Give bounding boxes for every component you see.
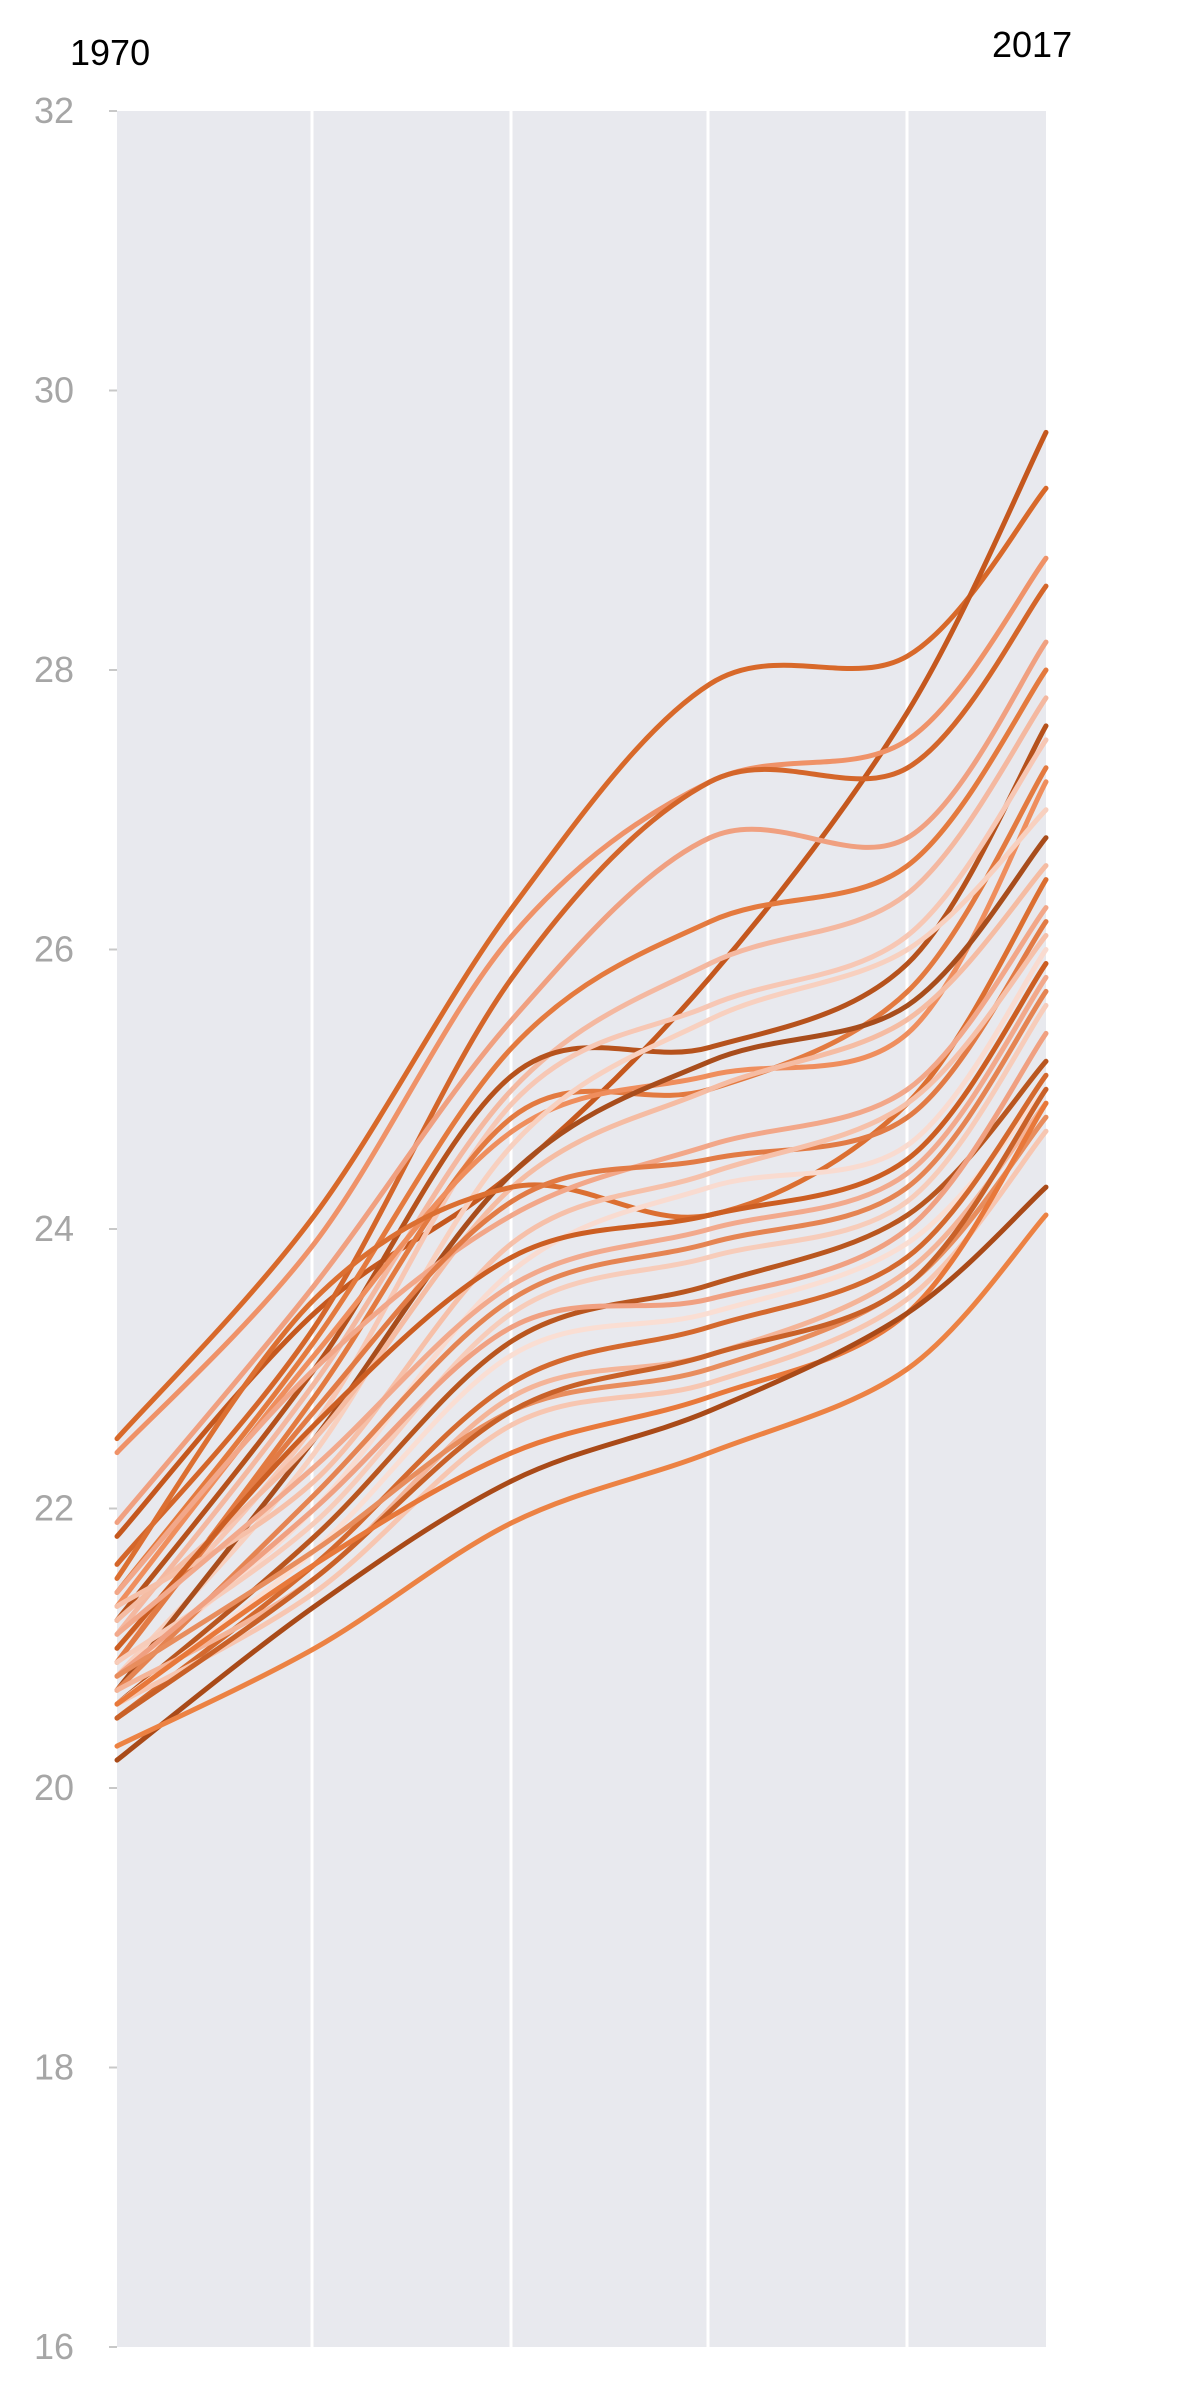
series-line-23 [114,1002,1049,1665]
series-line-15 [114,877,1049,1581]
series-line-21 [114,974,1049,1637]
series-line-14 [114,863,1049,1623]
series-line-2 [114,429,1049,1539]
y-tick-label: 20 [34,1767,74,1808]
series-line-25 [114,1030,1049,1679]
series-line-3 [114,555,1049,1456]
y-tick-label: 26 [34,929,74,970]
series-line-13 [114,835,1049,1693]
series-line-26 [114,1086,1049,1707]
y-tick-label: 16 [34,2326,74,2367]
series-line-1 [114,485,1049,1442]
y-tick-label: 28 [34,649,74,690]
series-line-22 [114,988,1049,1693]
series-line-10 [114,765,1049,1665]
series-line-6 [114,667,1049,1595]
y-tick-label: 18 [34,2047,74,2088]
series-lines [114,429,1049,1763]
series-line-31 [114,1086,1049,1721]
series-line-34 [114,1212,1049,1749]
series-line-5 [114,639,1049,1525]
series-line-27 [114,1072,1049,1721]
series-line-20 [114,961,1049,1651]
series-line-16 [114,905,1049,1595]
series-line-9 [114,737,1049,1651]
series-line-18 [114,933,1049,1609]
y-tick-label: 22 [34,1488,74,1529]
y-tick-label: 30 [34,370,74,411]
series-line-30 [114,1128,1049,1707]
series-line-24 [114,1058,1049,1707]
series-line-17 [114,919,1049,1665]
series-line-7 [114,695,1049,1637]
series-line-8 [114,723,1049,1623]
start-year-label: 1970 [70,32,150,73]
series-line-33 [114,1184,1049,1763]
series-line-4 [114,583,1049,1567]
y-tick-label: 32 [34,90,74,131]
y-tick-label: 24 [34,1208,74,1249]
end-year-label: 2017 [992,24,1072,65]
series-line-32 [114,1100,1049,1707]
y-axis: 16 18 20 22 24 26 28 30 32 [34,90,117,2367]
